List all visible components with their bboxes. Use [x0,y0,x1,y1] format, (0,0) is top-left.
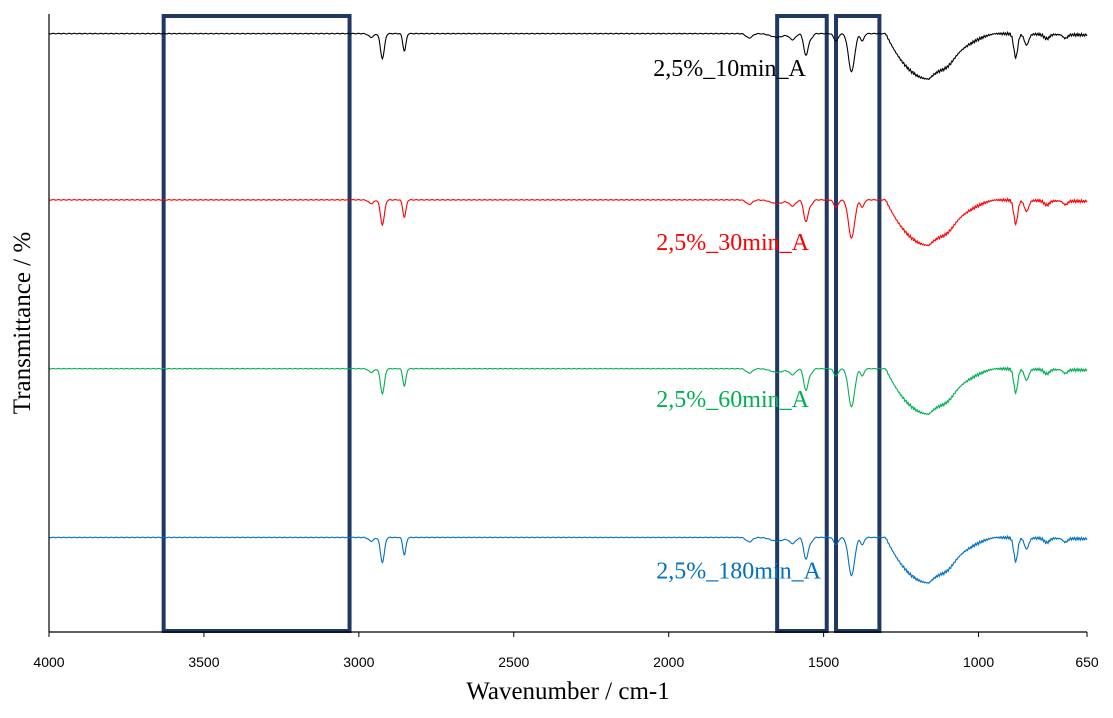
series-line-3 [48,365,1088,415]
highlight-region-2 [775,14,829,633]
series-labels: 2,5%_10min_A 2,5%_30min_A 2,5%_60min_A 2,5%… [653,56,821,584]
x-tick-label-1500: 1500 [808,654,839,670]
x-axis-ticks: 4000 3500 3000 2500 2000 1500 1000 650 [33,632,1099,670]
x-tick-label-1000: 1000 [963,654,994,670]
x-tick-label-2500: 2500 [498,654,529,670]
spectra-series [48,30,1088,584]
series-line-2 [48,197,1088,247]
highlight-regions [161,14,882,633]
x-axis-title: Wavenumber / cm-1 [466,678,669,705]
x-tick-label-650: 650 [1075,654,1099,670]
series-label-3: 2,5%_60min_A [656,387,809,413]
series-line-1 [48,30,1088,80]
y-axis-title: Transmittance / % [9,232,36,414]
series-label-2: 2,5%_30min_A [656,230,809,256]
x-tick-label-2000: 2000 [653,654,684,670]
x-tick-label-4000: 4000 [33,654,64,670]
x-tick-label-3500: 3500 [188,654,219,670]
series-line-4 [48,534,1088,584]
series-label-4: 2,5%_180min_A [656,558,821,584]
highlight-region-3 [834,14,882,633]
x-tick-label-3000: 3000 [343,654,374,670]
highlight-region-1 [161,14,352,633]
series-label-1: 2,5%_10min_A [653,56,806,82]
